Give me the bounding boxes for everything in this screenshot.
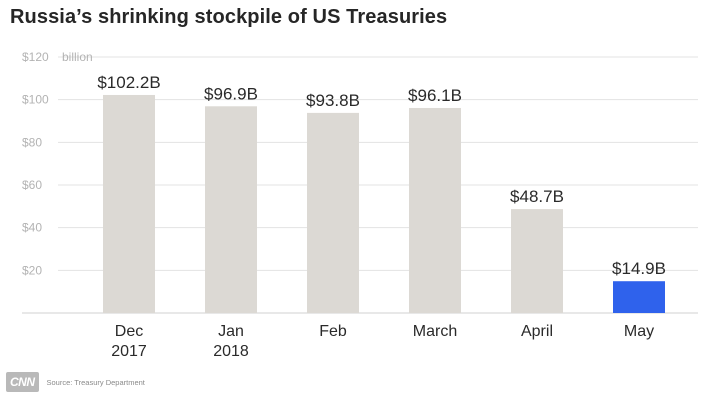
y-tick-label: $40 xyxy=(22,221,42,235)
y-tick-label: $20 xyxy=(22,263,42,277)
x-tick-label: Jan xyxy=(218,323,244,340)
y-tick-label: $60 xyxy=(22,178,42,192)
x-tick-label: April xyxy=(521,323,553,340)
source-note: Source: Treasury Department xyxy=(46,377,145,387)
data-label: $48.7B xyxy=(510,187,564,206)
bar xyxy=(613,281,665,313)
bar xyxy=(205,106,257,313)
footer: CNN Source: Treasury Department xyxy=(6,371,145,393)
x-tick-label: 2018 xyxy=(213,343,249,360)
bar xyxy=(511,209,563,313)
data-label: $96.1B xyxy=(408,86,462,105)
bar xyxy=(307,112,359,313)
x-tick-label: May xyxy=(624,323,654,340)
data-label: $102.2B xyxy=(97,73,160,92)
chart-title: Russia’s shrinking stockpile of US Treas… xyxy=(10,6,448,28)
bar xyxy=(409,107,461,313)
data-label: $96.9B xyxy=(204,84,258,103)
x-tick-label: March xyxy=(413,323,457,340)
data-label: $93.8B xyxy=(306,91,360,110)
x-tick-label: 2017 xyxy=(111,343,147,360)
y-tick-label: $120 xyxy=(22,50,49,64)
data-label: $14.9B xyxy=(612,259,666,278)
cnn-logo: CNN xyxy=(6,372,39,392)
bar xyxy=(103,94,155,314)
x-tick-label: Feb xyxy=(319,323,347,340)
y-tick-label: $80 xyxy=(22,135,42,149)
y-tick-label: $100 xyxy=(22,93,49,107)
y-unit-label: billion xyxy=(62,50,93,64)
x-tick-label: Dec xyxy=(115,323,143,340)
